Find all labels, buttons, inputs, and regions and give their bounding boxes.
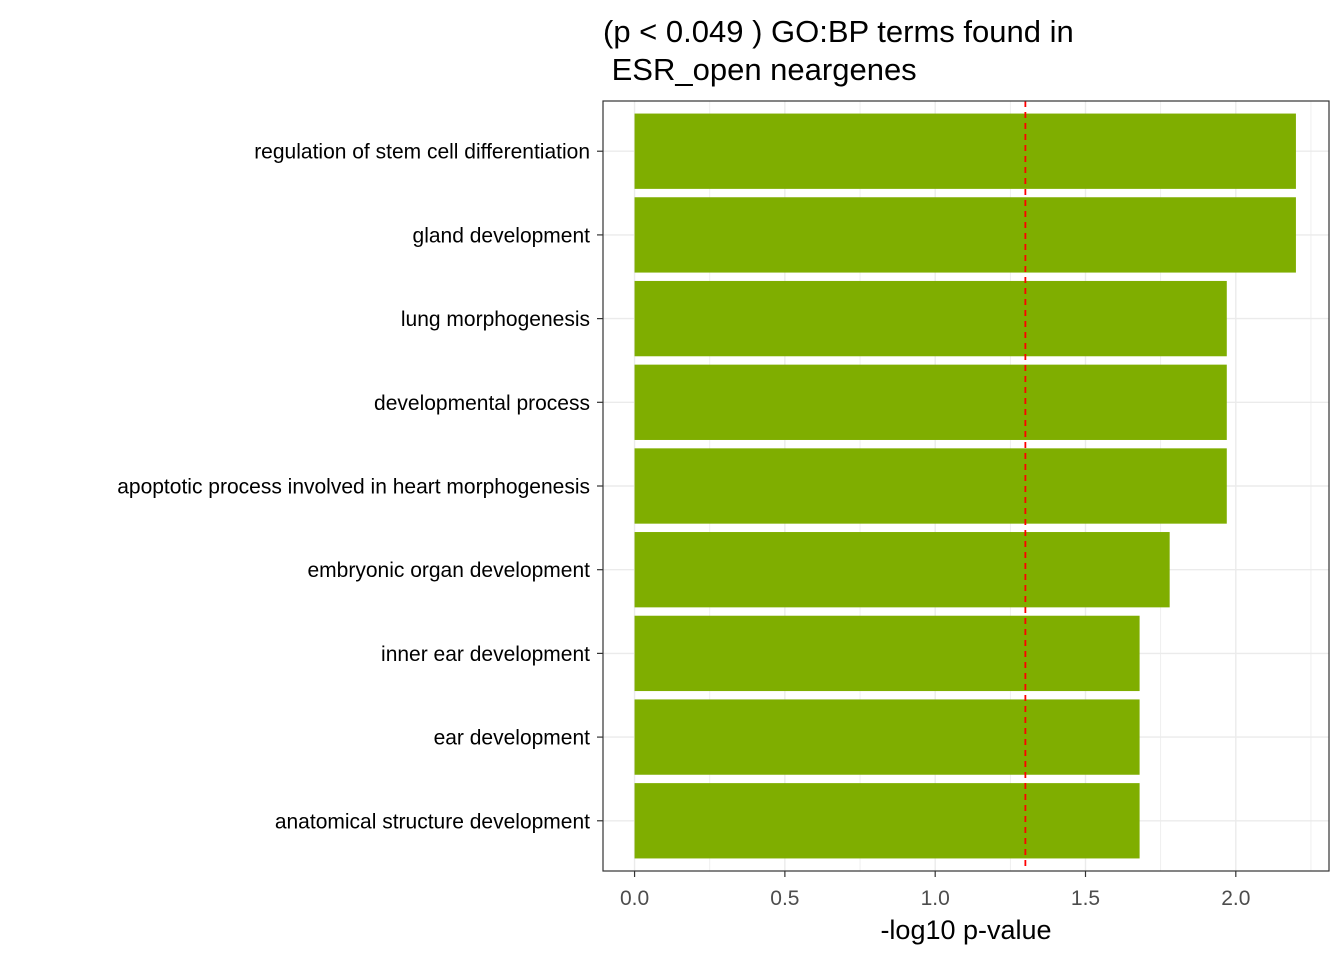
chart-title: (p < 0.049 ) GO:BP terms found in ESR_op… [603, 14, 1074, 87]
x-axis-label: -log10 p-value [880, 915, 1051, 945]
x-axis: 0.0 0.5 1.0 1.5 2.0 [620, 871, 1250, 910]
y-tick-label: developmental process [374, 392, 590, 415]
bar [635, 365, 1227, 440]
x-tick-label: 0.0 [620, 887, 649, 910]
y-tick-label: apoptotic process involved in heart morp… [117, 476, 590, 499]
bar [635, 699, 1140, 774]
y-tick-label: gland development [413, 224, 591, 247]
chart-title-line-2: ESR_open neargenes [603, 52, 917, 87]
x-tick-label: 0.5 [770, 887, 799, 910]
y-tick-label: lung morphogenesis [401, 308, 590, 331]
bar [635, 783, 1140, 858]
bar [635, 532, 1170, 607]
bar [635, 616, 1140, 691]
y-tick-label: anatomical structure development [275, 810, 590, 833]
x-tick-label: 1.0 [921, 887, 950, 910]
bar [635, 197, 1296, 272]
bar [635, 281, 1227, 356]
y-tick-label: inner ear development [381, 643, 590, 666]
y-tick-label: regulation of stem cell differentiation [254, 141, 590, 164]
bar [635, 114, 1296, 189]
x-tick-label: 2.0 [1221, 887, 1250, 910]
bar [635, 448, 1227, 523]
y-tick-label: ear development [434, 727, 591, 750]
y-axis: regulation of stem cell differentiation g… [117, 141, 603, 834]
y-tick-label: embryonic organ development [308, 559, 591, 582]
x-tick-label: 1.5 [1071, 887, 1100, 910]
chart-title-line-1: (p < 0.049 ) GO:BP terms found in [603, 14, 1074, 49]
